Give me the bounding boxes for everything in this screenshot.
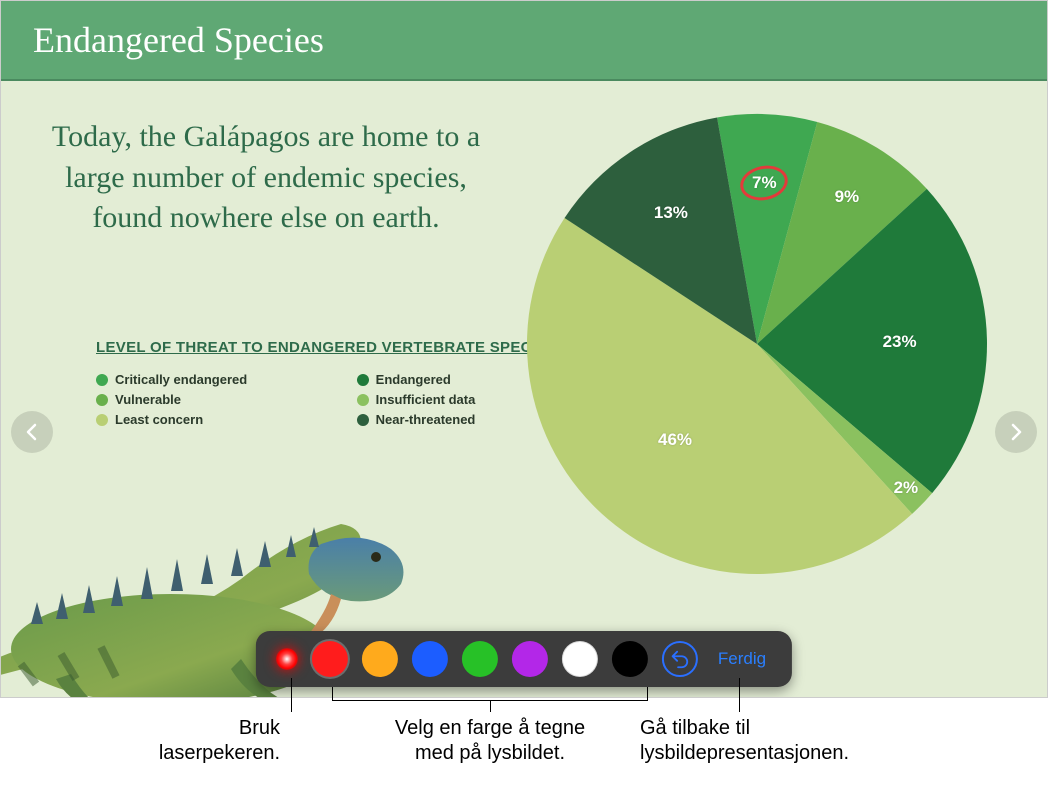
color-swatch[interactable]	[512, 641, 548, 677]
color-swatch[interactable]	[362, 641, 398, 677]
next-slide-button[interactable]	[995, 411, 1037, 453]
annotation-callouts: Bruk laserpekeren. Velg en farge å tegne…	[0, 698, 1048, 798]
legend-item: Least concern	[96, 412, 329, 427]
pie-chart: 7%9%23%2%46%13%	[522, 109, 992, 579]
legend-item: Critically endangered	[96, 372, 329, 387]
pie-slice-label: 46%	[658, 430, 692, 450]
callout-colors: Velg en farge å tegne med på lysbildet.	[330, 716, 650, 766]
legend-label: Vulnerable	[115, 392, 181, 407]
drawing-toolbar: Ferdig	[256, 631, 792, 687]
laser-pointer-button[interactable]	[276, 648, 298, 670]
legend-title: LEVEL OF THREAT TO ENDANGERED VERTEBRATE…	[96, 339, 557, 356]
pie-slice-label: 23%	[883, 332, 917, 352]
slide-body: Today, the Galápagos are home to a large…	[1, 81, 1047, 698]
legend-label: Endangered	[376, 372, 451, 387]
legend-dot	[357, 374, 369, 386]
slide-title-bar: Endangered Species	[1, 1, 1047, 81]
slide-quote: Today, the Galápagos are home to a large…	[51, 117, 481, 239]
legend-label: Critically endangered	[115, 372, 247, 387]
color-swatch[interactable]	[612, 641, 648, 677]
legend-label: Near-threatened	[376, 412, 476, 427]
color-swatch[interactable]	[312, 641, 348, 677]
undo-button[interactable]	[662, 641, 698, 677]
legend-label: Insufficient data	[376, 392, 476, 407]
pie-slice-label: 2%	[894, 478, 919, 498]
legend-dot	[96, 394, 108, 406]
callout-laser: Bruk laserpekeren.	[20, 716, 280, 766]
legend-dot	[357, 394, 369, 406]
pie-slice-label: 9%	[835, 187, 860, 207]
presentation-slide: Endangered Species Today, the Galápagos …	[0, 0, 1048, 698]
color-swatch[interactable]	[412, 641, 448, 677]
done-button[interactable]: Ferdig	[712, 649, 772, 669]
callout-done: Gå tilbake til lysbildepresentasjonen.	[640, 716, 1040, 766]
legend: LEVEL OF THREAT TO ENDANGERED VERTEBRATE…	[96, 339, 557, 427]
slide-title: Endangered Species	[33, 19, 324, 61]
color-swatch[interactable]	[562, 641, 598, 677]
pie-slice-label: 13%	[654, 203, 688, 223]
legend-label: Least concern	[115, 412, 203, 427]
legend-dot	[96, 414, 108, 426]
color-swatch[interactable]	[462, 641, 498, 677]
legend-dot	[357, 414, 369, 426]
legend-dot	[96, 374, 108, 386]
legend-item: Vulnerable	[96, 392, 329, 407]
